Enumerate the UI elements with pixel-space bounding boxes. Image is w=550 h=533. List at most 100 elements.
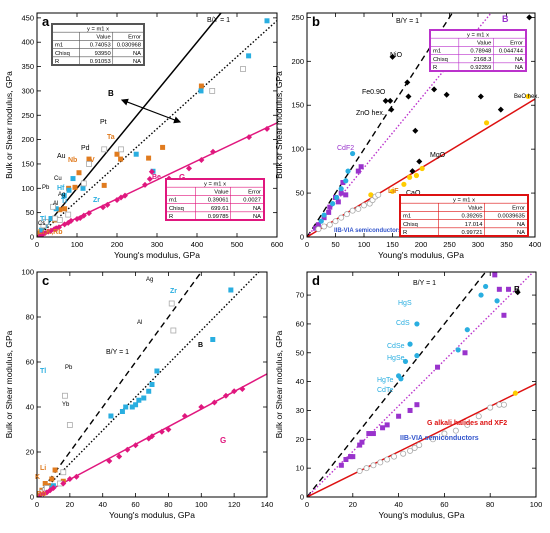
y-tick-label: 100 <box>21 184 34 193</box>
square-point <box>335 199 341 205</box>
annotation-label: Li,K,Rb <box>38 229 63 236</box>
square-point <box>496 286 502 292</box>
annotation-label: MgO <box>430 152 446 159</box>
y-tick-label: 300 <box>21 86 34 95</box>
x-tick-label: 100 <box>358 240 371 249</box>
square-point <box>86 156 92 162</box>
annotation-label: Cs <box>38 221 45 227</box>
plot-frame <box>36 12 278 238</box>
x-tick-label: 250 <box>443 240 456 249</box>
fit-table-cell: R <box>433 65 437 71</box>
diamond-point <box>514 289 521 296</box>
circle-point <box>350 150 356 157</box>
square-point <box>246 53 252 59</box>
y-tick-label: 40 <box>296 377 304 386</box>
diamond-point <box>389 53 396 60</box>
circle-point <box>398 376 404 382</box>
circle-point <box>494 298 500 304</box>
diamond-point <box>73 473 80 480</box>
fit-table-cell: Error <box>510 40 523 46</box>
diamond-point <box>80 212 87 219</box>
annotation-label: HgS <box>398 300 412 307</box>
x-tick-label: 20 <box>66 500 74 509</box>
open-square-point <box>56 217 63 223</box>
diamond-point <box>246 134 252 141</box>
open-circle-point <box>377 459 384 466</box>
open-circle-point <box>452 427 459 434</box>
circle-point <box>414 353 420 359</box>
open-circle-point <box>416 442 423 449</box>
x-tick-label: 0 <box>305 240 309 249</box>
y-tick-label: 0 <box>30 493 34 502</box>
x-tick-label: 60 <box>131 500 139 509</box>
annotation-label: G alkali halides and XF2 <box>427 420 507 427</box>
annotation-label: K <box>35 474 40 481</box>
x-axis-label: Young's modulus, GPa <box>114 250 200 260</box>
fit-table-cell: NA <box>515 65 523 71</box>
panel-letter: b <box>312 14 320 29</box>
annotation-label: Pb <box>65 365 73 371</box>
diamond-point <box>68 217 74 224</box>
annotation-label: IIB-VIA semiconductors <box>334 228 402 234</box>
annotation-label: Ta <box>107 134 115 141</box>
square-point <box>338 462 344 468</box>
square-point <box>49 476 55 482</box>
panel-letter: a <box>42 14 50 29</box>
open-square-point <box>170 327 177 334</box>
x-tick-label: 300 <box>151 240 164 249</box>
double-arrow <box>120 98 182 124</box>
circle-point <box>338 186 344 192</box>
square-point <box>57 207 63 213</box>
plot-frame <box>36 271 268 498</box>
diamond-point <box>443 91 450 98</box>
circle-point <box>401 181 407 187</box>
open-square-point <box>60 469 67 476</box>
y-tick-label: 200 <box>21 135 34 144</box>
diamond-point <box>181 413 188 419</box>
y-tick-label: 20 <box>26 448 34 457</box>
y-axis-label: Bulk or Shear modulus, GPa <box>274 330 284 438</box>
open-circle-point <box>464 421 471 428</box>
diamond-point <box>416 158 423 165</box>
square-point <box>350 454 356 460</box>
annotation-label: Zr <box>170 288 177 295</box>
y-tick-label: 0 <box>300 493 304 502</box>
square-point <box>118 156 124 162</box>
fit-table-cell: 0.044744 <box>499 49 524 55</box>
annotation-label: CdTe <box>377 387 393 394</box>
open-square-point <box>118 146 124 153</box>
diamond-point <box>142 181 148 188</box>
open-circle-point <box>391 453 398 460</box>
x-tick-label: 400 <box>191 240 204 249</box>
fit-table-cell: 0.030968 <box>117 43 141 49</box>
y-tick-label: 40 <box>26 403 34 412</box>
square-point <box>198 83 204 89</box>
y-tick-label: 0 <box>300 233 304 242</box>
diamond-point <box>122 192 128 199</box>
x-tick-label: 350 <box>500 240 513 249</box>
fit-table-cell: NA <box>133 51 141 57</box>
diamond-point <box>431 86 438 93</box>
annotation-label: CdF2 <box>337 145 354 152</box>
square-point <box>340 180 346 186</box>
square-point <box>359 439 365 445</box>
annotation-label: G <box>220 436 226 445</box>
y-axis-label: Bulk or Shear modulus, GPa <box>4 71 14 179</box>
panel-b: 0 50 100 150 200 250 300 350 400050100150200250Y… <box>274 12 541 260</box>
fit-line <box>37 272 260 497</box>
open-circle-point <box>441 430 448 437</box>
y-axis-label: Bulk or Shear modulus, GPa <box>4 330 14 438</box>
square-point <box>154 368 160 374</box>
x-tick-label: 40 <box>394 500 402 509</box>
fit-table-cell: R <box>403 230 407 236</box>
y-tick-label: 150 <box>21 159 34 168</box>
open-circle-point <box>349 207 356 214</box>
square-point <box>133 151 139 157</box>
y-tick-label: 100 <box>291 145 304 154</box>
square-point <box>53 206 59 212</box>
fit-table-cell: 0.39265 <box>462 214 483 220</box>
y-tick-label: 350 <box>21 62 34 71</box>
square-point <box>396 413 402 419</box>
square-point <box>343 192 349 198</box>
